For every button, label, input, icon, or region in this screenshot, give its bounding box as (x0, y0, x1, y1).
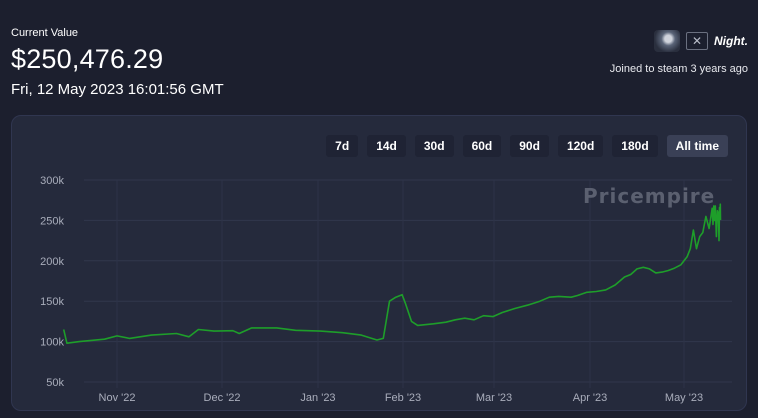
current-value-label: Current Value (11, 27, 79, 39)
x-tick-label: Mar '23 (476, 392, 512, 404)
range-button-30d[interactable]: 30d (414, 135, 454, 157)
x-tick-label: Nov '22 (99, 392, 136, 404)
y-tick-label: 200k (40, 256, 64, 268)
range-button-90d[interactable]: 90d (510, 135, 549, 157)
y-tick-label: 50k (46, 377, 64, 389)
range-selector: 7d 14d 30d 60d 90d 120d 180d All time (326, 135, 728, 157)
user-avatar-icon[interactable] (654, 30, 680, 52)
x-tick-label: Dec '22 (204, 392, 241, 404)
current-value: $250,476.29 (11, 44, 164, 74)
price-chart: 300k 250k 200k 150k 100k 50k Nov '22 Dec '22 Jan… (40, 175, 732, 404)
range-button-all-time[interactable]: All time (666, 135, 728, 157)
y-tick-label: 300k (40, 175, 64, 187)
y-tick-label: 250k (40, 215, 64, 227)
range-button-7d[interactable]: 7d (326, 135, 359, 157)
range-button-120d[interactable]: 120d (557, 135, 604, 157)
range-button-14d[interactable]: 14d (367, 135, 406, 157)
joined-info: Joined to steam 3 years ago (609, 63, 748, 75)
x-tick-label: May '23 (665, 392, 703, 404)
x-tick-label: Apr '23 (573, 392, 608, 404)
close-icon[interactable]: ✕ (686, 32, 708, 50)
y-tick-label: 150k (40, 296, 64, 308)
x-tick-label: Feb '23 (385, 392, 421, 404)
y-tick-label: 100k (40, 337, 64, 349)
chart-panel: 300k 250k 200k 150k 100k 50k Nov '22 Dec '22 Jan… (11, 115, 747, 411)
price-line (62, 203, 722, 344)
current-value-date: Fri, 12 May 2023 16:01:56 GMT (11, 81, 224, 98)
x-tick-label: Jan '23 (300, 392, 335, 404)
range-button-60d[interactable]: 60d (462, 135, 502, 157)
watermark-text: Pricempire (583, 184, 715, 208)
range-button-180d[interactable]: 180d (612, 135, 658, 157)
user-info: ✕ Night. (654, 30, 748, 52)
user-name[interactable]: Night. (714, 34, 748, 48)
